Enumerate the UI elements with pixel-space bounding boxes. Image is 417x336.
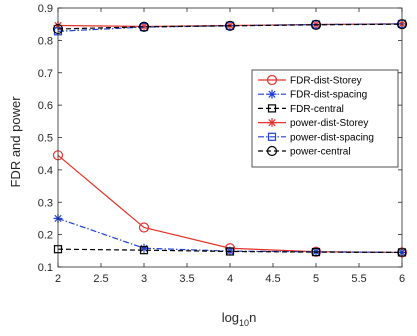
y-tick-label-2: 0.3: [38, 197, 53, 209]
data-point-3-1-stroke-d2: [140, 22, 148, 31]
legend-label-5: power-central: [290, 147, 351, 158]
series-line-5: [57, 23, 403, 30]
legend-marker-3: [267, 118, 277, 128]
data-point-5-2-circle: [224, 20, 236, 31]
x-tick-label-0: 2: [55, 273, 61, 285]
y-tick-label-5: 0.6: [38, 100, 53, 112]
chart-marks: 2 2.5 3 3.5 4 4.5 5 5.5 6 0.1 0.2 0.3 0.4 0.5 0.6 0.7 0.…: [38, 3, 408, 285]
data-point-4-3: [311, 20, 321, 29]
y-tick-label-3: 0.4: [38, 165, 53, 177]
legend-marker-4: [267, 132, 277, 141]
legend-label-0: FDR-dist-Storey: [290, 76, 362, 87]
y-tick-label-0: 0.1: [38, 262, 53, 274]
x-tick-label-4: 4: [227, 273, 233, 285]
data-point-5-3-circle: [310, 19, 322, 30]
data-point-5-1-circle: [138, 21, 150, 32]
data-point-5-2: [224, 20, 236, 31]
y-tick-label-4: 0.5: [38, 133, 53, 145]
y-axis-label: FDR and power: [8, 96, 23, 188]
legend: FDR-dist-Storey FDR-dist-spacing FDR-centr…: [251, 69, 399, 168]
legend-marker-1-stroke-d2: [268, 90, 276, 98]
x-tick-label-6: 5: [313, 273, 319, 285]
x-axis-label-subscript: 10: [239, 318, 249, 328]
legend-label-1: FDR-dist-spacing: [290, 90, 367, 101]
data-point-0-1: [138, 222, 150, 233]
legend-marker-4-square: [267, 132, 277, 141]
legend-marker-2: [267, 104, 277, 113]
x-tick-label-2: 3: [141, 273, 147, 285]
legend-label-2: FDR-central: [290, 104, 344, 115]
x-axis-label-rest: n: [249, 310, 256, 325]
x-tick-label-7: 5.5: [351, 273, 366, 285]
data-point-2-3-square: [311, 248, 321, 257]
legend-marker-0: [266, 74, 278, 86]
legend-marker-1: [267, 89, 277, 99]
data-point-4-3-square: [311, 20, 321, 29]
legend-marker-3-stroke-d2: [268, 118, 276, 127]
y-tick-label-7: 0.8: [38, 35, 53, 47]
data-point-2-1: [139, 246, 149, 255]
x-axis-label: log10n: [222, 310, 257, 328]
y-tick-label-1: 0.2: [38, 230, 53, 242]
legend-marker-5: [266, 145, 278, 157]
data-point-2-2-square: [225, 247, 235, 256]
legend-marker-2-square: [267, 104, 277, 113]
x-tick-label-1: 2.5: [93, 273, 108, 285]
x-tick-label-3: 3.5: [179, 273, 194, 285]
legend-marker-0-circle: [266, 74, 278, 86]
x-tick-label-5: 4.5: [265, 273, 280, 285]
y-tick-label-8: 0.9: [38, 3, 53, 15]
legend-label-3: power-dist-Storey: [290, 118, 368, 129]
data-point-5-3: [310, 19, 322, 30]
legend-marker-5-circle: [266, 145, 278, 157]
series-line-2: [57, 248, 403, 254]
data-point-2-2: [225, 247, 235, 256]
data-point-0-1-circle: [138, 222, 150, 233]
legend-label-4: power-dist-spacing: [290, 132, 374, 143]
data-point-2-3: [311, 248, 321, 257]
y-tick-label-6: 0.7: [38, 68, 53, 80]
x-axis-label-base: log: [222, 310, 239, 325]
data-point-2-1-square: [139, 246, 149, 255]
x-tick-label-8: 6: [399, 273, 405, 285]
data-point-5-1: [138, 21, 150, 32]
